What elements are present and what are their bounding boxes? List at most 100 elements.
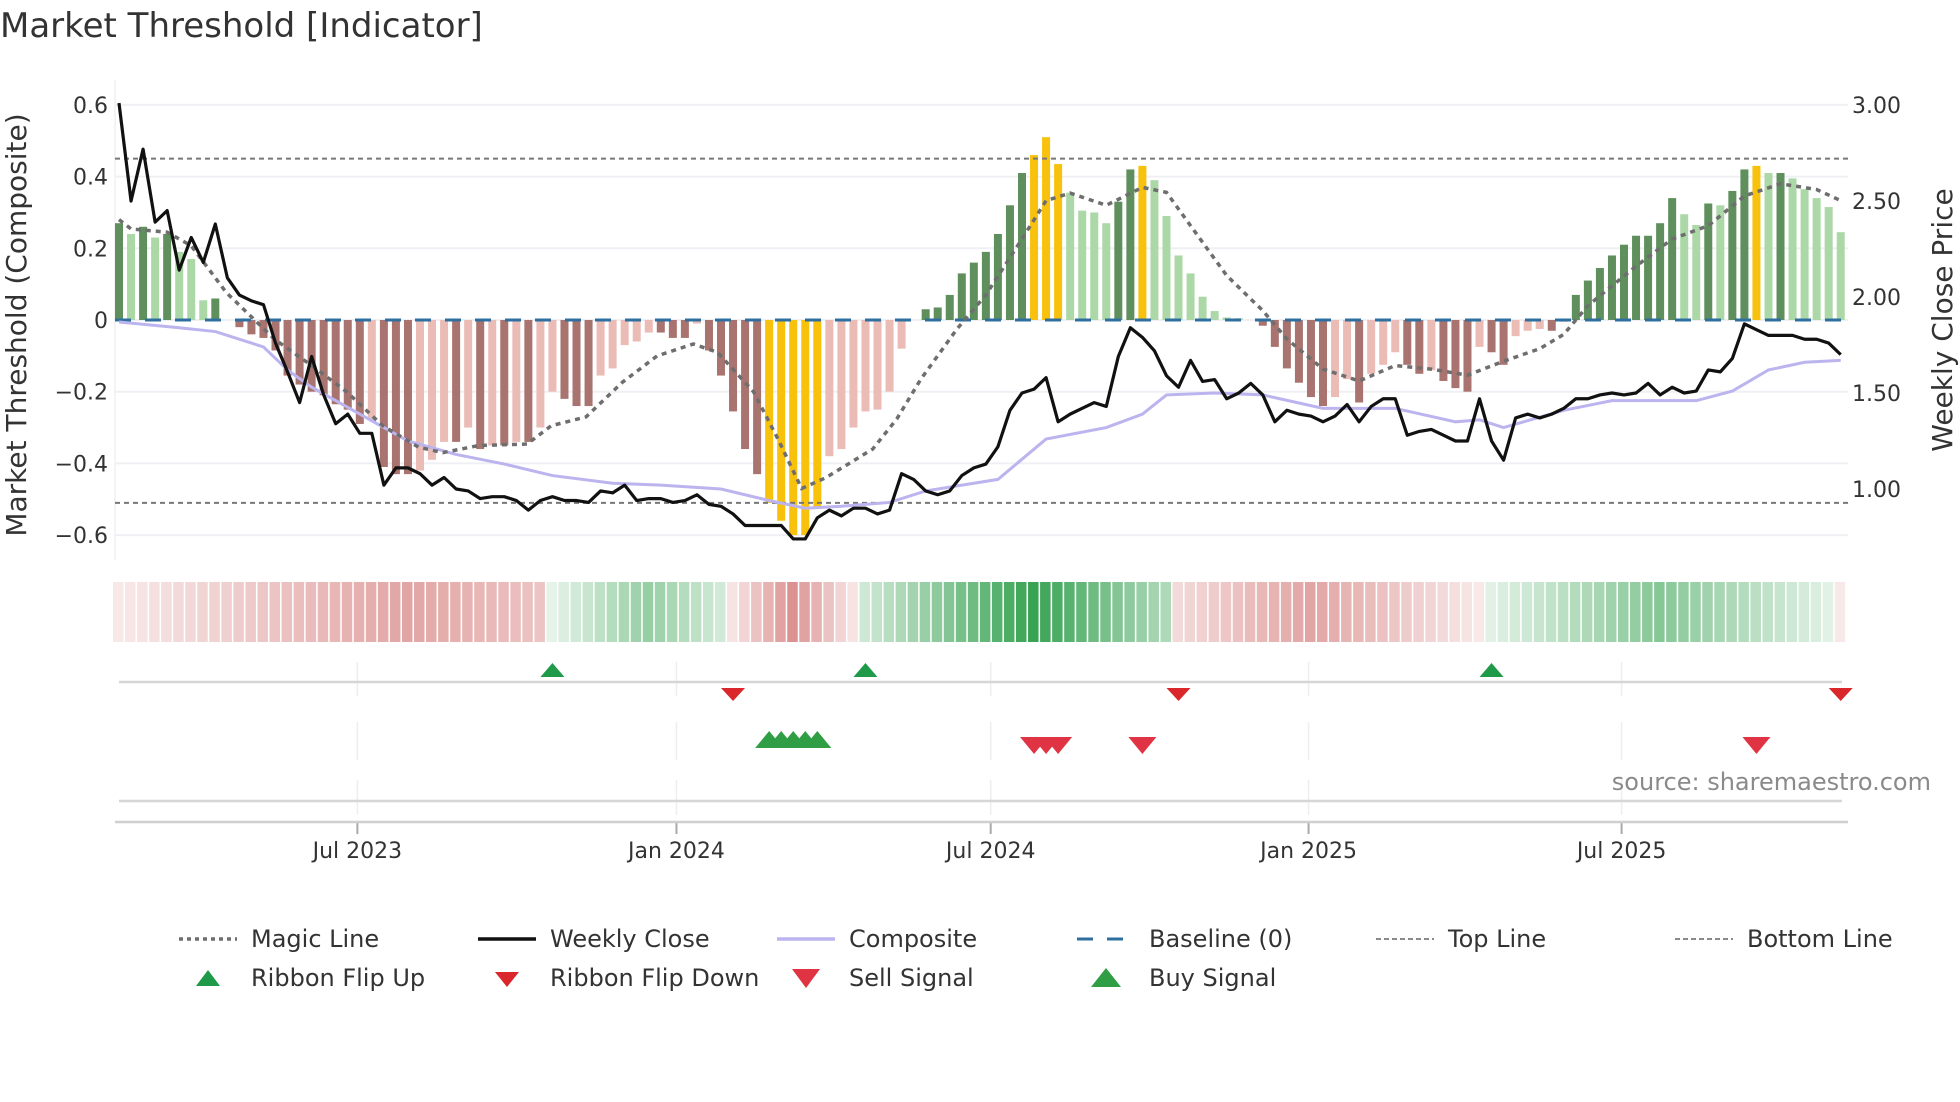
- composite-bar: [801, 320, 810, 536]
- composite-bar: [199, 300, 208, 320]
- ribbon-cell: [1401, 582, 1412, 642]
- composite-bar: [1198, 296, 1207, 320]
- composite-bar: [175, 251, 184, 320]
- composite-bar: [1174, 255, 1183, 320]
- composite-bar: [1210, 311, 1219, 320]
- composite-bar: [1126, 169, 1135, 320]
- composite-bar: [981, 251, 990, 320]
- composite-bar: [1644, 235, 1653, 320]
- composite-bar: [1403, 320, 1412, 365]
- composite-bar: [668, 320, 677, 338]
- ribbon-cell: [1642, 582, 1653, 642]
- ribbon-cell: [1798, 582, 1810, 642]
- composite-bar: [789, 320, 798, 536]
- composite-bar: [861, 320, 870, 412]
- composite-bar: [1680, 214, 1689, 320]
- ribbon-cell: [474, 582, 485, 642]
- reference-lines: [115, 157, 1848, 504]
- ribbon-cell: [775, 582, 786, 642]
- composite-bar: [1355, 320, 1364, 403]
- ribbon-cell: [185, 582, 196, 642]
- composite-bar: [1114, 201, 1123, 320]
- ribbon-cell: [1148, 582, 1159, 642]
- ribbon-cell: [546, 582, 557, 642]
- ribbon-cell: [365, 582, 377, 642]
- ribbon-cell: [173, 582, 184, 642]
- composite-bar: [247, 320, 256, 335]
- ribbon-cell: [1497, 582, 1509, 642]
- composite-bar: [1451, 320, 1460, 389]
- ribbon-cell: [751, 582, 762, 642]
- y-tick-label: 0: [94, 309, 108, 334]
- ribbon-cell: [221, 582, 232, 642]
- axes: 0.6 0.4 0.2 0 −0.2 −0.4 −0.6 3.00 2.50 2.00 1.50 1.…: [55, 94, 1901, 549]
- ribbon-cell: [317, 582, 329, 642]
- ribbon-cell: [811, 582, 822, 642]
- composite-bar: [1005, 205, 1014, 320]
- composite-bar: [1776, 173, 1785, 320]
- composite-bar: [969, 262, 978, 320]
- ribbon-cell: [871, 582, 883, 642]
- composite-bar: [897, 320, 906, 349]
- composite-bar: [271, 320, 280, 351]
- composite-bar: [163, 233, 172, 320]
- y-tick-label: 0.6: [73, 94, 108, 119]
- ribbon-cell: [1016, 582, 1027, 642]
- composite-bar: [572, 320, 581, 407]
- composite-bar: [620, 320, 629, 346]
- ribbon-cell: [1810, 582, 1822, 642]
- ribbon-cell: [799, 582, 810, 642]
- ribbon-cell: [1714, 582, 1725, 642]
- composite-bar: [1030, 155, 1039, 320]
- ribbon-cell: [1232, 582, 1244, 642]
- ribbon-cell: [125, 582, 136, 642]
- ribbon-cell: [715, 582, 726, 642]
- ribbon-cell: [1702, 582, 1713, 642]
- ribbon-cell: [1569, 582, 1581, 642]
- composite-bar: [524, 320, 533, 442]
- composite-bar: [632, 320, 641, 342]
- composite-bar: [1668, 198, 1677, 320]
- ribbon-flip-up-marker: [1479, 663, 1504, 677]
- ribbon-cell: [1304, 582, 1316, 642]
- ribbon-cell: [1834, 582, 1846, 642]
- composite-bar: [753, 320, 762, 475]
- composite-bar: [885, 320, 894, 392]
- composite-bar: [849, 320, 858, 428]
- composite-bar: [1475, 320, 1484, 347]
- ribbon-cell: [955, 582, 967, 642]
- composite-bar: [1258, 320, 1267, 326]
- sell-signal-marker: [1044, 737, 1073, 754]
- ribbon-flip-up-marker: [540, 663, 565, 677]
- composite-bar: [1812, 198, 1821, 320]
- ribbon-cell: [209, 582, 220, 642]
- ribbon-cell: [1220, 582, 1232, 642]
- ribbon-cell: [1160, 582, 1171, 642]
- ribbon-cell: [1389, 582, 1400, 642]
- composite-bar: [1343, 320, 1352, 380]
- ribbon-cell: [161, 582, 172, 642]
- ribbon-cell: [1292, 582, 1304, 642]
- ribbon-strip: [113, 582, 1846, 642]
- x-tick-label: Jan 2024: [626, 839, 725, 864]
- y-tick-label: −0.4: [55, 452, 108, 477]
- composite-bar: [1547, 320, 1556, 331]
- composite-bar: [428, 320, 437, 460]
- composite-bar: [837, 320, 846, 450]
- composite-bar: [151, 237, 160, 320]
- ribbon-cell: [1666, 582, 1677, 642]
- composite-bar: [1042, 137, 1051, 320]
- ribbon-cell: [233, 582, 244, 642]
- ribbon-cell: [1256, 582, 1268, 642]
- ribbon-cell: [1136, 582, 1147, 642]
- ribbon-cell: [389, 582, 401, 642]
- ribbon-cell: [534, 582, 545, 642]
- composite-bar: [1523, 320, 1532, 331]
- signal-rows: Jul 2023 Jan 2024 Jul 2024 Jan 2025 Jul 2025: [115, 662, 1853, 864]
- ribbon-cell: [1040, 582, 1051, 642]
- ribbon-cell: [1088, 582, 1099, 642]
- composite-bar: [1571, 294, 1580, 320]
- composite-bar: [729, 320, 738, 412]
- ribbon-cell: [678, 582, 690, 642]
- composite-bar: [813, 320, 822, 507]
